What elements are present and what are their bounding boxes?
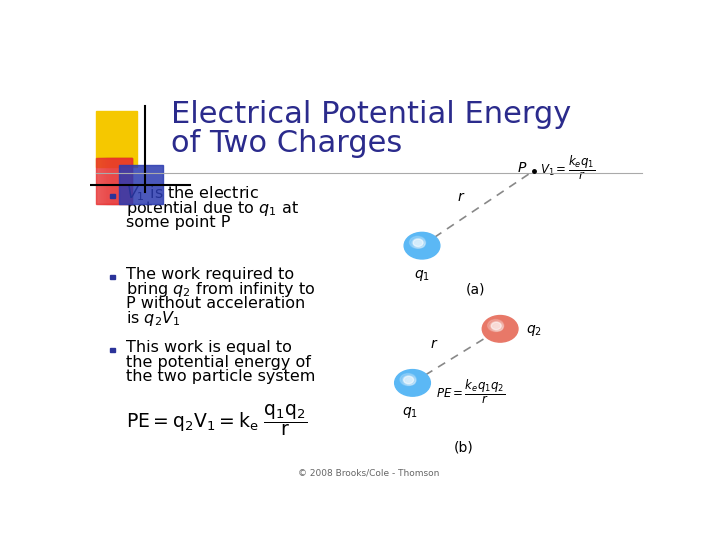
Bar	[119, 165, 163, 204]
Text: potential due to $q_1$ at: potential due to $q_1$ at	[126, 199, 300, 218]
Circle shape	[492, 322, 503, 331]
Bar	[113, 158, 132, 204]
Text: P without acceleration: P without acceleration	[126, 296, 305, 312]
Text: $q_1$: $q_1$	[402, 406, 418, 420]
Text: the potential energy of: the potential energy of	[126, 355, 311, 369]
Text: $PE = \dfrac{k_e q_1 q_2}{r}$: $PE = \dfrac{k_e q_1 q_2}{r}$	[436, 377, 505, 406]
Text: $P$: $P$	[517, 160, 528, 174]
Text: $V_1 = \dfrac{k_e q_1}{r}$: $V_1 = \dfrac{k_e q_1}{r}$	[540, 153, 595, 182]
Bar	[96, 111, 138, 167]
Text: $r$: $r$	[457, 190, 465, 204]
Circle shape	[406, 378, 415, 385]
Circle shape	[395, 369, 431, 396]
Text: $\mathrm{PE = q_2V_1 = k_e\ \dfrac{q_1q_2}{r}}$: $\mathrm{PE = q_2V_1 = k_e\ \dfrac{q_1q_…	[126, 402, 308, 438]
Text: This work is equal to: This work is equal to	[126, 340, 292, 355]
Text: $V_1$ is the electric: $V_1$ is the electric	[126, 184, 259, 203]
Text: (a): (a)	[465, 282, 485, 296]
Bar	[103, 158, 132, 204]
Circle shape	[413, 239, 425, 248]
Bar	[106, 158, 132, 204]
Bar	[104, 158, 132, 204]
Bar	[96, 158, 132, 204]
Bar	[97, 158, 132, 204]
Bar	[109, 275, 115, 279]
Circle shape	[415, 241, 425, 248]
Circle shape	[413, 239, 423, 246]
Bar	[101, 158, 132, 204]
Circle shape	[404, 376, 415, 385]
Bar	[107, 158, 132, 204]
Text: $q_2$: $q_2$	[526, 323, 541, 339]
Text: of Two Charges: of Two Charges	[171, 129, 402, 158]
Bar	[110, 158, 132, 204]
Circle shape	[404, 376, 413, 384]
Circle shape	[400, 374, 416, 386]
Circle shape	[487, 320, 504, 332]
Bar	[99, 158, 132, 204]
Text: Electrical Potential Energy: Electrical Potential Energy	[171, 100, 571, 129]
Bar	[104, 158, 132, 204]
Text: The work required to: The work required to	[126, 267, 294, 282]
Circle shape	[412, 238, 426, 248]
Bar	[99, 158, 132, 204]
Bar	[112, 158, 132, 204]
Text: $q_1$: $q_1$	[414, 268, 430, 283]
Text: some point P: some point P	[126, 215, 230, 230]
Bar	[108, 158, 132, 204]
Bar	[100, 158, 132, 204]
Text: the two particle system: the two particle system	[126, 369, 315, 384]
Bar	[109, 158, 132, 204]
Bar	[107, 158, 132, 204]
Bar	[109, 348, 115, 352]
Text: $r$: $r$	[430, 336, 438, 350]
Circle shape	[482, 315, 518, 342]
Circle shape	[404, 232, 440, 259]
Bar	[111, 158, 132, 204]
Bar	[109, 194, 115, 198]
Circle shape	[491, 322, 501, 329]
Circle shape	[494, 324, 503, 331]
Bar	[96, 158, 132, 204]
Bar	[102, 158, 132, 204]
Text: bring $q_2$ from infinity to: bring $q_2$ from infinity to	[126, 280, 315, 299]
Text: © 2008 Brooks/Cole - Thomson: © 2008 Brooks/Cole - Thomson	[298, 469, 440, 477]
Circle shape	[490, 321, 503, 332]
Text: is $q_2V_1$: is $q_2V_1$	[126, 309, 181, 328]
Circle shape	[402, 375, 416, 386]
Circle shape	[410, 237, 426, 248]
Text: (b): (b)	[454, 440, 474, 454]
Bar	[96, 158, 132, 204]
